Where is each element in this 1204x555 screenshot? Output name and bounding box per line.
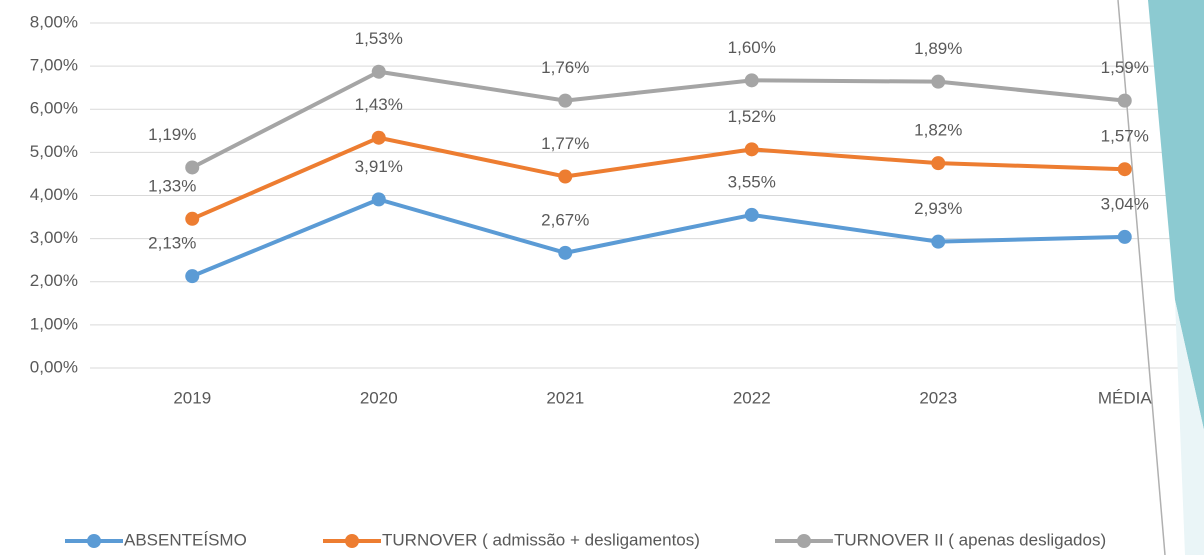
- data-point: [185, 160, 199, 174]
- data-label: 1,77%: [541, 134, 589, 153]
- data-label: 1,43%: [355, 95, 403, 114]
- data-point: [372, 192, 386, 206]
- data-point: [1118, 94, 1132, 108]
- data-label: 1,33%: [148, 176, 196, 195]
- data-point: [931, 156, 945, 170]
- data-point: [558, 94, 572, 108]
- data-label: 3,91%: [355, 157, 403, 176]
- data-label: 1,76%: [541, 58, 589, 77]
- legend-marker: [87, 534, 101, 548]
- y-tick-label: 6,00%: [30, 99, 78, 118]
- y-tick-label: 2,00%: [30, 271, 78, 290]
- y-tick-label: 1,00%: [30, 314, 78, 333]
- data-label: 1,82%: [914, 121, 962, 140]
- data-point: [185, 212, 199, 226]
- x-tick-label: 2023: [919, 388, 957, 407]
- data-point: [745, 73, 759, 87]
- y-tick-label: 8,00%: [30, 12, 78, 31]
- data-label: 2,93%: [914, 199, 962, 218]
- data-point: [558, 170, 572, 184]
- legend-marker: [345, 534, 359, 548]
- data-point: [372, 65, 386, 79]
- series-line: [192, 72, 1125, 168]
- data-label: 1,52%: [728, 107, 776, 126]
- legend-label: ABSENTEÍSMO: [124, 530, 247, 549]
- data-point: [745, 208, 759, 222]
- data-point: [931, 235, 945, 249]
- legend-label: TURNOVER II ( apenas desligados): [834, 530, 1106, 549]
- decoration: [1148, 0, 1204, 430]
- data-point: [931, 75, 945, 89]
- legend-marker: [797, 534, 811, 548]
- series-line: [192, 138, 1125, 219]
- data-point: [558, 246, 572, 260]
- data-label: 3,04%: [1101, 194, 1149, 213]
- y-tick-label: 3,00%: [30, 228, 78, 247]
- data-point: [745, 142, 759, 156]
- y-tick-label: 7,00%: [30, 56, 78, 75]
- data-label: 3,55%: [728, 172, 776, 191]
- x-tick-label: 2021: [546, 388, 584, 407]
- data-point: [1118, 162, 1132, 176]
- y-tick-label: 4,00%: [30, 185, 78, 204]
- data-point: [185, 269, 199, 283]
- data-label: 1,19%: [148, 125, 196, 144]
- legend-label: TURNOVER ( admissão + desligamentos): [382, 530, 700, 549]
- data-label: 1,57%: [1101, 127, 1149, 146]
- data-label: 1,89%: [914, 39, 962, 58]
- x-tick-label: 2020: [360, 388, 398, 407]
- data-label: 1,53%: [355, 29, 403, 48]
- data-point: [1118, 230, 1132, 244]
- data-label: 2,13%: [148, 234, 196, 253]
- x-tick-label: 2022: [733, 388, 771, 407]
- data-label: 1,60%: [728, 38, 776, 57]
- data-label: 1,59%: [1101, 58, 1149, 77]
- series-line: [192, 199, 1125, 276]
- y-tick-label: 5,00%: [30, 142, 78, 161]
- y-tick-label: 0,00%: [30, 357, 78, 376]
- x-tick-label: 2019: [173, 388, 211, 407]
- data-label: 2,67%: [541, 210, 589, 229]
- data-point: [372, 131, 386, 145]
- x-tick-label: MÉDIA: [1098, 388, 1153, 407]
- chart: 0,00% 1,00% 2,00% 3,00% 4,00% 5,00% 6,00% 7,00%…: [0, 0, 1204, 555]
